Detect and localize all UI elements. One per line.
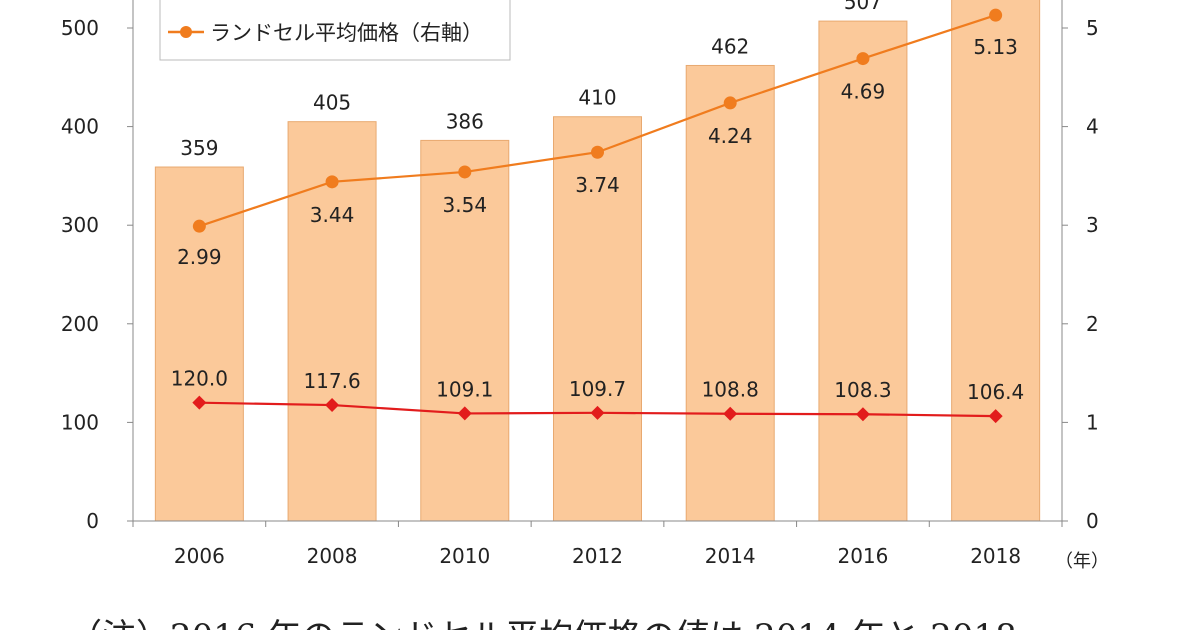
- y-left-tick-label: 400: [61, 115, 99, 139]
- line-point-diamond: [723, 406, 738, 421]
- legend: ランドセル平均価格（右軸）: [159, 0, 511, 61]
- bar-2018: [951, 0, 1041, 522]
- labels-layer: 359 405 386 410 462 507 2.99 3.44 3.54 3.74 4.24 4.…: [171, 0, 1025, 404]
- line-value-label: 117.6: [303, 369, 360, 393]
- footnote: （注）2016 年のランドセル平均価格の値は 2014 年と 2018: [68, 617, 1017, 630]
- y-left-tick-label: 100: [61, 410, 99, 434]
- bars-layer: [154, 0, 1041, 522]
- line-value-label: 109.1: [436, 377, 493, 401]
- y-left-tick-label: 300: [61, 213, 99, 237]
- line-value-label: 120.0: [171, 367, 228, 391]
- x-tick-label: 2014: [705, 544, 756, 568]
- y-left-tick-label: 500: [61, 16, 99, 40]
- y-right-tick-label: 2: [1086, 312, 1099, 336]
- bar-2014: [685, 64, 775, 522]
- line-value-label: 4.24: [708, 124, 753, 148]
- line-point-circle: [192, 219, 206, 233]
- y-right-tick-label: 4: [1086, 115, 1099, 139]
- bar-value-label: 462: [711, 34, 749, 58]
- bar-value-label: 405: [313, 91, 351, 115]
- bar-value-label: 359: [180, 136, 218, 160]
- line-point-diamond: [988, 409, 1003, 424]
- x-tick-label: 2008: [307, 544, 358, 568]
- bar-value-label: 386: [446, 109, 484, 133]
- line-value-label: 106.4: [967, 380, 1024, 404]
- axes-layer: 0 100 200 300 400 500 0 1 2 3 4 5 2006 2008 2010 2012 20…: [61, 0, 1109, 572]
- x-tick-label: 2012: [572, 544, 623, 568]
- lines-layer: [192, 8, 1003, 424]
- line-value-label: 108.8: [702, 378, 759, 402]
- y-right-tick-label: 1: [1086, 410, 1099, 434]
- line-point-diamond: [855, 407, 870, 422]
- bar-2016: [818, 20, 908, 522]
- line-point-diamond: [457, 406, 472, 421]
- line-point-circle: [591, 145, 604, 159]
- line-point-circle: [325, 175, 339, 189]
- bar-2010: [420, 139, 510, 522]
- line-value-label: 109.7: [569, 377, 626, 401]
- legend-line-marker: [180, 26, 192, 38]
- bar-2012: [553, 116, 642, 522]
- x-tick-label: 2016: [837, 544, 888, 568]
- legend-label-price: ランドセル平均価格（右軸）: [210, 21, 483, 45]
- y-left-tick-label: 0: [86, 509, 99, 533]
- line-value-label: 4.69: [841, 80, 886, 104]
- x-tick-label: 2006: [174, 544, 225, 568]
- line-value-label: 5.13: [973, 35, 1018, 59]
- bar-value-label: 507: [844, 0, 882, 14]
- y-right-tick-label: 0: [1086, 509, 1099, 533]
- line-value-label: 3.44: [310, 203, 355, 227]
- line-point-circle: [723, 96, 737, 110]
- line-point-diamond: [192, 395, 207, 410]
- line-value-label: 2.99: [177, 245, 222, 269]
- x-tick-label: 2010: [439, 544, 490, 568]
- line-value-label: 3.54: [443, 193, 488, 217]
- line-point-circle: [856, 52, 870, 66]
- line-point-diamond: [590, 405, 605, 420]
- line-value-label: 3.74: [575, 173, 620, 197]
- x-tick-label: 2018: [970, 544, 1021, 568]
- y-right-tick-label: 5: [1086, 16, 1099, 40]
- line-point-circle: [458, 165, 472, 179]
- y-right-tick-label: 3: [1086, 213, 1099, 237]
- line-point-circle: [989, 8, 1003, 22]
- legend-box: [159, 0, 511, 61]
- line-point-diamond: [325, 398, 340, 413]
- x-unit-label: （年）: [1055, 551, 1109, 572]
- bar-value-label: 410: [578, 86, 616, 110]
- line-value-label: 108.3: [834, 378, 891, 402]
- y-left-tick-label: 200: [61, 312, 99, 336]
